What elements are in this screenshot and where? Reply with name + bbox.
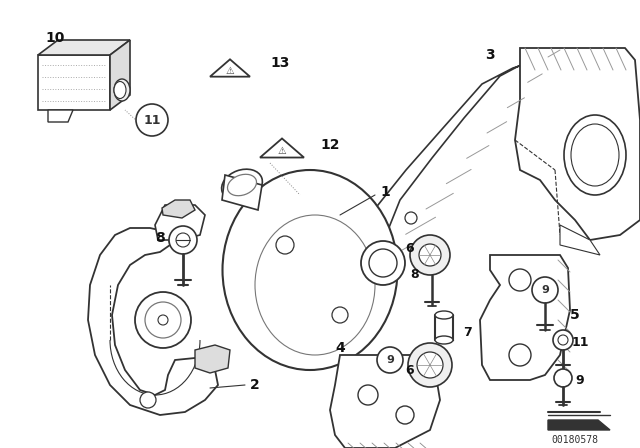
Text: 8: 8: [155, 231, 165, 245]
Polygon shape: [222, 175, 262, 210]
Text: 12: 12: [320, 138, 340, 152]
Text: 7: 7: [463, 326, 472, 339]
Text: 11: 11: [143, 113, 161, 126]
Text: 10: 10: [45, 31, 65, 45]
Circle shape: [532, 277, 558, 303]
Polygon shape: [515, 48, 640, 240]
Text: 8: 8: [411, 268, 419, 281]
Ellipse shape: [227, 174, 257, 196]
Text: 00180578: 00180578: [552, 435, 598, 445]
Ellipse shape: [255, 215, 375, 355]
Text: ⚠: ⚠: [226, 66, 234, 76]
Circle shape: [358, 385, 378, 405]
Polygon shape: [195, 345, 230, 373]
Ellipse shape: [564, 115, 626, 195]
Polygon shape: [110, 40, 130, 110]
Bar: [38, 55, 110, 110]
Circle shape: [396, 406, 414, 424]
Text: 9: 9: [541, 285, 549, 295]
Text: 11: 11: [572, 336, 589, 349]
Circle shape: [405, 212, 417, 224]
Polygon shape: [48, 110, 73, 122]
Circle shape: [377, 347, 403, 373]
Polygon shape: [155, 205, 205, 240]
Ellipse shape: [435, 336, 453, 344]
Text: 1: 1: [380, 185, 390, 199]
Circle shape: [369, 249, 397, 277]
Circle shape: [145, 302, 181, 338]
Circle shape: [419, 244, 441, 266]
Text: 3: 3: [485, 48, 495, 62]
Text: 5: 5: [570, 308, 580, 322]
Text: 6: 6: [406, 241, 414, 254]
Text: 9: 9: [576, 374, 584, 387]
Circle shape: [158, 315, 168, 325]
Polygon shape: [548, 420, 610, 430]
Circle shape: [136, 104, 168, 136]
Circle shape: [554, 369, 572, 387]
Polygon shape: [88, 228, 218, 415]
Circle shape: [332, 307, 348, 323]
Circle shape: [276, 236, 294, 254]
Circle shape: [417, 352, 443, 378]
Ellipse shape: [223, 170, 397, 370]
Circle shape: [558, 335, 568, 345]
Circle shape: [408, 343, 452, 387]
Ellipse shape: [221, 169, 262, 201]
Ellipse shape: [114, 82, 126, 99]
Circle shape: [361, 241, 405, 285]
Polygon shape: [162, 200, 195, 218]
Text: 13: 13: [270, 56, 290, 70]
Polygon shape: [355, 50, 560, 285]
Text: 2: 2: [250, 378, 260, 392]
Text: 6: 6: [406, 363, 414, 376]
Text: ⚠: ⚠: [278, 146, 286, 156]
Circle shape: [169, 226, 197, 254]
Circle shape: [140, 392, 156, 408]
Text: 4: 4: [335, 341, 345, 355]
Polygon shape: [480, 255, 570, 380]
Polygon shape: [260, 138, 304, 158]
Circle shape: [410, 235, 450, 275]
Polygon shape: [330, 355, 440, 448]
Polygon shape: [560, 225, 600, 255]
Polygon shape: [210, 59, 250, 77]
Circle shape: [553, 330, 573, 350]
Ellipse shape: [114, 79, 130, 101]
Polygon shape: [38, 40, 130, 55]
Ellipse shape: [571, 124, 619, 186]
Circle shape: [135, 292, 191, 348]
Circle shape: [509, 344, 531, 366]
Text: 9: 9: [386, 355, 394, 365]
Ellipse shape: [435, 311, 453, 319]
Circle shape: [509, 269, 531, 291]
Circle shape: [176, 233, 190, 247]
